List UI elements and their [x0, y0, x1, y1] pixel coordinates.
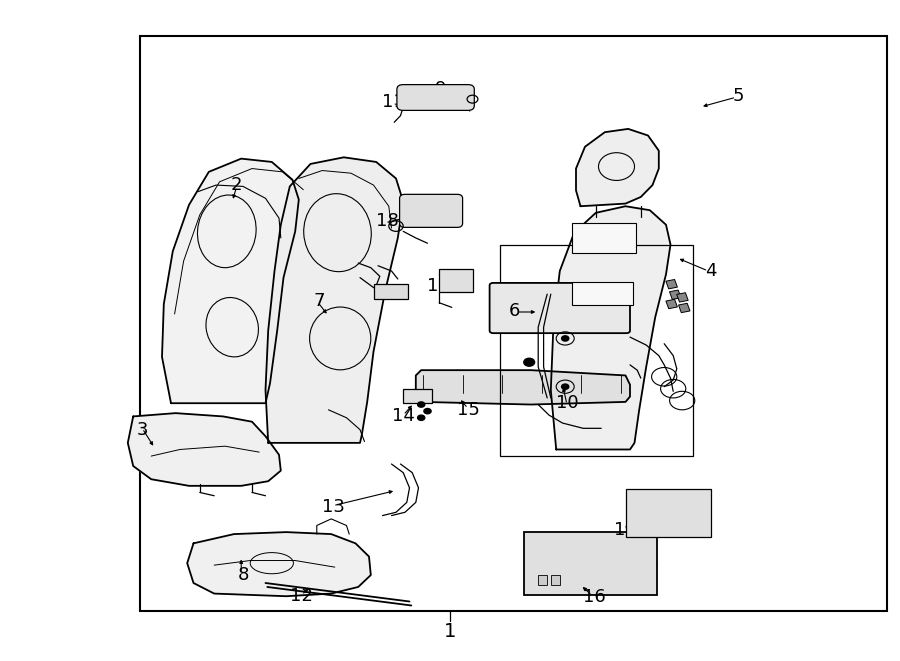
Polygon shape [416, 370, 630, 405]
Text: 18: 18 [375, 212, 399, 231]
Circle shape [524, 358, 535, 366]
Text: 9: 9 [436, 80, 446, 98]
Text: 16: 16 [582, 588, 606, 606]
Bar [572, 282, 633, 305]
Text: 11: 11 [382, 93, 405, 112]
Bar [666, 280, 678, 289]
Text: 10: 10 [555, 394, 579, 412]
Text: 17: 17 [614, 521, 637, 539]
Text: 7: 7 [314, 292, 325, 310]
Text: 1: 1 [444, 622, 456, 641]
Polygon shape [128, 413, 281, 486]
Bar [551, 575, 560, 585]
FancyBboxPatch shape [400, 194, 463, 227]
Bar [677, 293, 688, 302]
Bar [524, 532, 657, 595]
Text: 4: 4 [706, 262, 716, 280]
Text: 13: 13 [321, 498, 345, 516]
Bar [666, 299, 678, 309]
Polygon shape [576, 129, 659, 206]
Bar [439, 269, 473, 292]
Text: 15: 15 [456, 401, 480, 419]
Text: 3: 3 [137, 420, 148, 439]
Circle shape [418, 402, 425, 407]
Text: 5: 5 [733, 87, 743, 105]
Polygon shape [187, 532, 371, 596]
Text: 19: 19 [427, 276, 450, 295]
Circle shape [424, 408, 431, 414]
Circle shape [562, 336, 569, 341]
Bar [374, 284, 408, 299]
Circle shape [418, 415, 425, 420]
Text: 14: 14 [392, 407, 415, 426]
Text: 12: 12 [290, 587, 313, 605]
Polygon shape [162, 159, 299, 403]
FancyBboxPatch shape [397, 85, 474, 110]
Bar [538, 575, 547, 585]
Text: 6: 6 [509, 301, 520, 320]
Text: 8: 8 [238, 566, 248, 584]
Text: 2: 2 [231, 176, 242, 194]
Bar [670, 290, 681, 299]
Bar [500, 245, 693, 456]
Bar [679, 303, 690, 313]
Bar [403, 389, 432, 403]
Polygon shape [266, 157, 403, 443]
Bar [626, 489, 711, 537]
Bar [140, 36, 886, 611]
FancyBboxPatch shape [490, 283, 630, 333]
Polygon shape [551, 206, 670, 449]
Circle shape [562, 384, 569, 389]
Bar [572, 223, 636, 253]
